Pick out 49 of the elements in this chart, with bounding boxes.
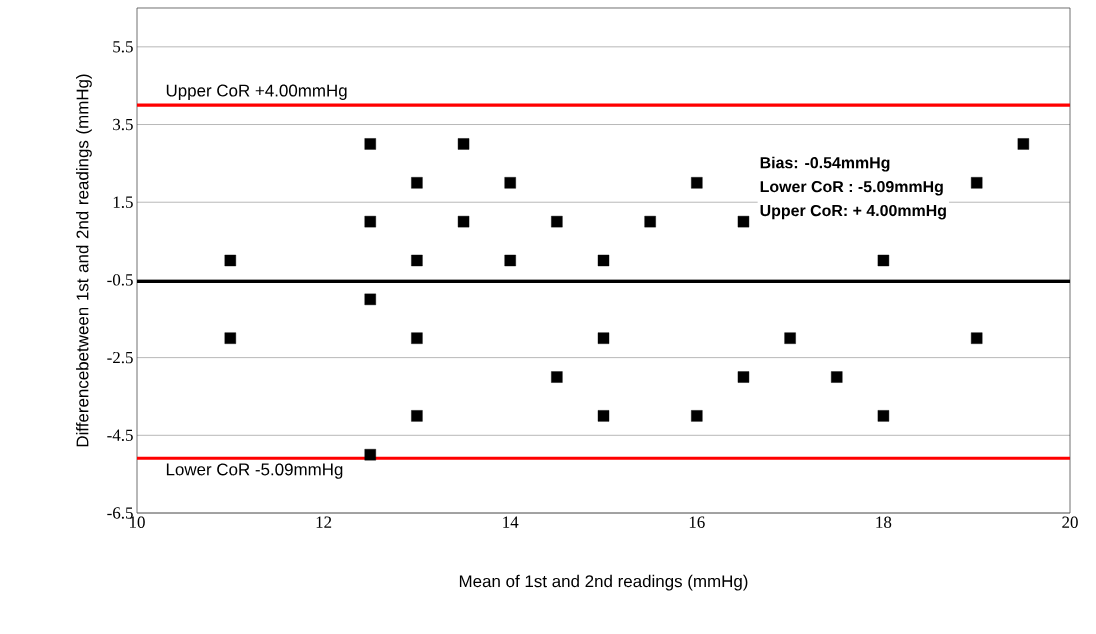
- point: [551, 215, 563, 228]
- point: [597, 332, 610, 344]
- annotation: Lower CoR : -5.09mmHg: [760, 180, 943, 196]
- point: [691, 177, 703, 189]
- y-axis-title: Differencebetween 1st and 2nd readings (mmHg): [76, 74, 92, 447]
- point: [364, 138, 376, 150]
- point: [691, 410, 703, 422]
- point: [597, 410, 610, 422]
- ref-line-label: Lower CoR -5.09mmHg: [166, 463, 343, 479]
- x-axis-title: Mean of 1st and 2nd readings (mmHg): [459, 574, 748, 591]
- y-tick-label: 1.5: [113, 196, 133, 208]
- y-tick-label: -2.5: [107, 351, 133, 364]
- x-tick-label: 20: [1062, 516, 1078, 528]
- point: [224, 254, 236, 267]
- point: [831, 371, 843, 383]
- ref-line-label: Upper CoR +4.00mmHg: [166, 84, 347, 100]
- annotation: Upper CoR: + 4.00mmHg: [760, 204, 946, 220]
- point: [737, 215, 750, 228]
- point: [877, 254, 890, 267]
- y-tick-label: 3.5: [113, 118, 133, 131]
- point: [504, 254, 516, 267]
- point: [411, 332, 423, 344]
- point: [411, 410, 423, 422]
- x-tick-label: 12: [316, 516, 332, 528]
- y-tick-label: -0.5: [107, 274, 133, 286]
- point: [364, 215, 376, 228]
- point: [1017, 138, 1030, 150]
- point: [457, 215, 470, 228]
- point: [597, 254, 610, 267]
- point: [364, 449, 376, 461]
- point: [971, 177, 983, 189]
- point: [364, 293, 376, 306]
- y-tick-label: 5.5: [113, 41, 133, 53]
- point: [224, 332, 236, 344]
- y-tick-label: -4.5: [107, 429, 133, 441]
- point: [784, 332, 796, 344]
- point: [411, 254, 423, 267]
- point: [457, 138, 470, 150]
- point: [411, 177, 423, 189]
- point: [971, 332, 983, 344]
- x-tick-label: 14: [503, 516, 519, 528]
- x-tick-label: 18: [876, 516, 892, 528]
- point: [644, 215, 656, 228]
- x-tick-label: 16: [689, 516, 705, 528]
- point: [737, 371, 750, 383]
- annotation: Bias: -0.54mmHg: [760, 156, 890, 172]
- point: [877, 410, 890, 422]
- point: [551, 371, 563, 383]
- point: [504, 177, 516, 189]
